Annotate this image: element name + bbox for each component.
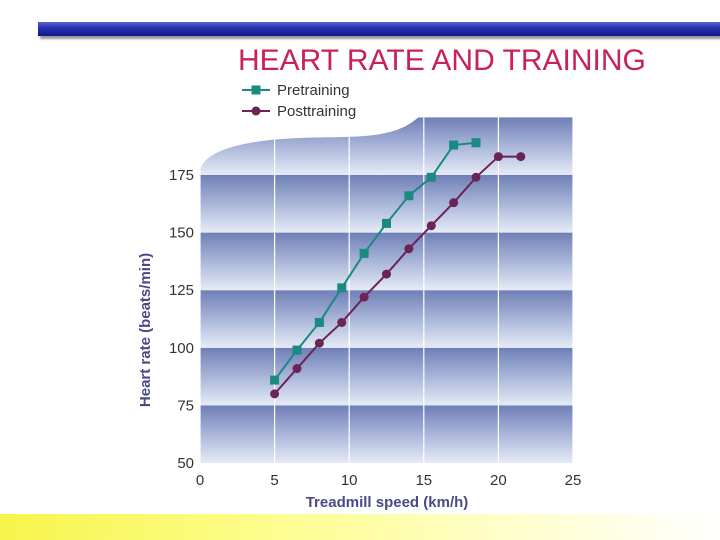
data-point-posttraining	[404, 244, 414, 254]
x-tick-label: 10	[341, 472, 358, 489]
x-tick-label: 15	[415, 472, 432, 489]
slide-title: HEART RATE AND TRAINING	[238, 44, 646, 77]
data-point-pretraining	[426, 172, 436, 182]
data-point-posttraining	[292, 364, 302, 374]
y-tick-label: 175	[169, 167, 194, 184]
legend-label: Pretraining	[277, 82, 350, 99]
y-tick-label: 100	[169, 340, 194, 357]
y-tick-label: 150	[169, 225, 194, 242]
background-band	[200, 405, 573, 463]
data-point-pretraining	[270, 375, 280, 385]
data-point-posttraining	[471, 172, 481, 182]
series-line-posttraining	[273, 155, 521, 395]
data-point-pretraining	[337, 283, 347, 293]
legend-label: Posttraining	[277, 103, 356, 120]
series-line-pretraining	[273, 141, 477, 381]
data-point-posttraining	[382, 269, 391, 279]
data-point-posttraining	[270, 389, 280, 399]
data-point-posttraining	[314, 338, 324, 348]
data-point-pretraining	[449, 140, 459, 150]
background-band	[200, 290, 573, 348]
x-tick-label: 20	[490, 472, 507, 489]
data-point-posttraining	[449, 198, 459, 208]
y-tick-label: 125	[169, 282, 194, 299]
data-point-pretraining	[359, 248, 369, 258]
x-tick-label: 25	[565, 472, 582, 489]
x-axis-label: Treadmill speed (km/h)	[306, 494, 469, 511]
data-point-posttraining	[337, 317, 347, 327]
legend-marker	[251, 85, 261, 95]
background-band	[200, 347, 573, 406]
y-axis-label: Heart rate (beats/min)	[137, 253, 154, 407]
data-point-posttraining	[426, 221, 436, 231]
y-tick-label: 50	[177, 455, 194, 472]
legend: Pretraining Posttraining	[242, 82, 356, 120]
x-tick-label: 5	[270, 472, 278, 489]
plot-background	[200, 117, 573, 463]
x-tick-label: 0	[196, 472, 204, 489]
background-band	[200, 232, 573, 291]
grid-lines	[200, 86, 573, 463]
background-band	[200, 117, 573, 175]
title-bar	[38, 22, 720, 36]
axes: 0 5 10 15 20 25 50 75 100 125 150 175	[169, 167, 581, 489]
data-point-pretraining	[404, 191, 414, 201]
data-point-posttraining	[359, 292, 369, 302]
footer-bar	[0, 514, 720, 540]
data-point-pretraining	[314, 317, 324, 327]
data-point-pretraining	[292, 345, 302, 355]
data-point-posttraining	[516, 152, 526, 162]
data-point-pretraining	[382, 218, 391, 228]
data-point-pretraining	[471, 138, 481, 148]
series	[270, 138, 526, 399]
data-point-posttraining	[493, 152, 503, 162]
legend-marker	[251, 106, 261, 116]
y-tick-label: 75	[177, 397, 194, 414]
